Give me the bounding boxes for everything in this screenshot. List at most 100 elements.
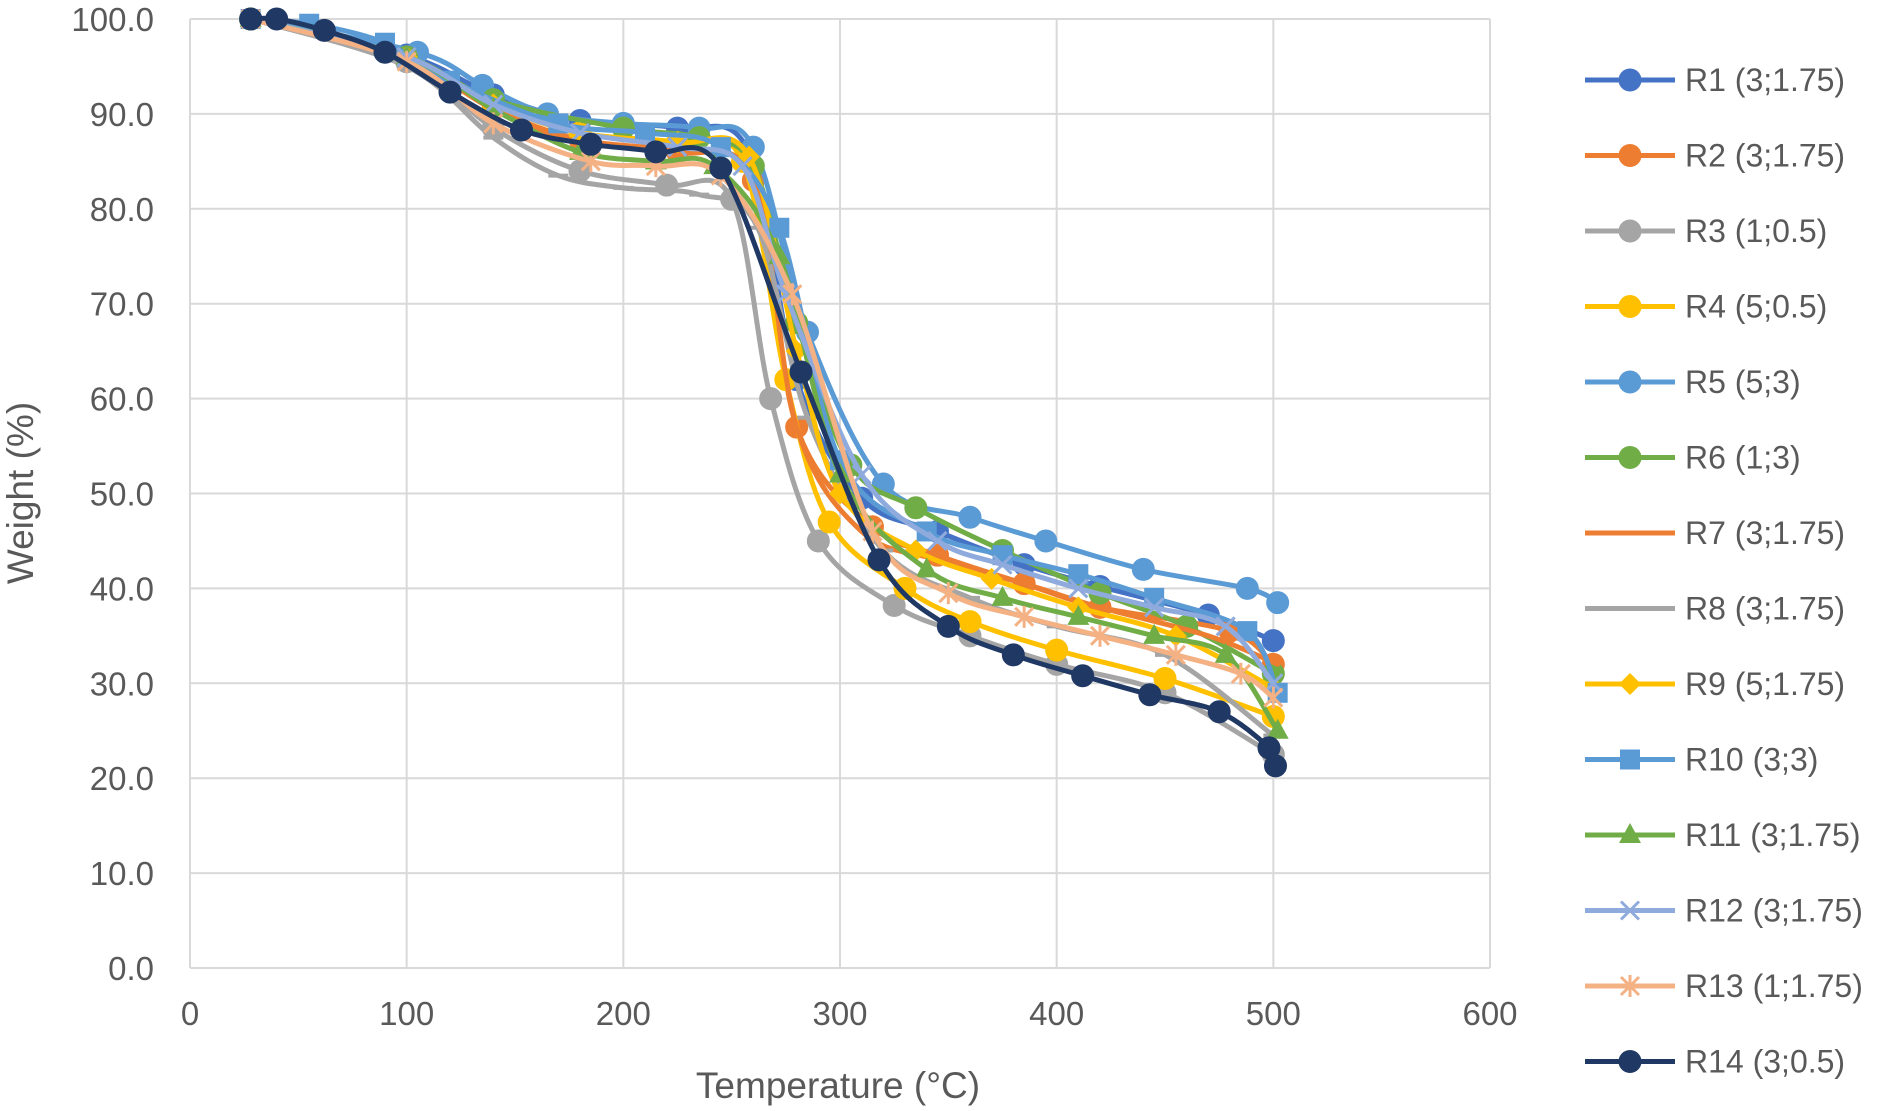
y-tick-label: 40.0 (90, 570, 154, 607)
x-tick-label: 200 (596, 995, 651, 1032)
data-point (1214, 642, 1237, 663)
axes: 0.0 10.0 20.0 30.0 40.0 50.0 60.0 70.0 80.0 90.0 1… (71, 1, 1517, 1032)
legend-marker (1618, 219, 1642, 243)
data-point (1165, 643, 1186, 666)
data-point (579, 132, 603, 156)
legend-label: R11 (3;1.75) (1685, 817, 1861, 853)
data-point (1014, 605, 1035, 628)
data-point (1068, 578, 1089, 599)
y-tick-label: 60.0 (90, 381, 154, 418)
legend-entry: R6 (1;3) (1585, 440, 1801, 476)
series-13 (240, 8, 1284, 709)
data-point (980, 567, 1003, 590)
legend-entry: R3 (1;0.5) (1585, 213, 1827, 249)
data-point (851, 464, 872, 485)
y-tick-label: 10.0 (90, 855, 154, 892)
data-point (1138, 683, 1162, 707)
data-point (1143, 623, 1166, 644)
legend-marker (1618, 144, 1642, 167)
data-point (1263, 686, 1284, 709)
data-point (936, 614, 960, 638)
legend-entry: R4 (5;0.5) (1585, 289, 1827, 325)
data-point (1045, 638, 1069, 662)
data-point (1001, 643, 1025, 667)
data-point (927, 530, 948, 552)
series-line (248, 16, 1276, 644)
legend-marker (1619, 823, 1641, 843)
legend-entry: R12 (3;1.75) (1585, 893, 1863, 929)
legend-marker (1619, 975, 1641, 997)
data-point (510, 118, 533, 142)
legend-marker (1618, 446, 1642, 469)
legend-label: R13 (1;1.75) (1685, 968, 1863, 1004)
data-point (759, 387, 783, 411)
legend-label: R7 (3;1.75) (1685, 515, 1845, 551)
data-point (483, 94, 504, 115)
data-point (789, 360, 813, 384)
x-tick-label: 300 (812, 995, 867, 1032)
legend: R1 (3;1.75) R2 (3;1.75) R3 (1;0.5) R4 (5;0.… (1585, 62, 1863, 1080)
data-point (312, 18, 336, 42)
data-point (1068, 564, 1089, 585)
legend-label: R6 (1;3) (1685, 440, 1801, 476)
series-7 (248, 16, 1281, 667)
data-point (1144, 597, 1165, 618)
legend-label: R3 (1;0.5) (1685, 213, 1827, 249)
data-point (958, 505, 982, 529)
data-point (1266, 591, 1290, 615)
data-point (1071, 664, 1095, 688)
data-point (239, 7, 263, 31)
data-point (817, 510, 841, 534)
data-point (991, 585, 1014, 606)
legend-label: R1 (3;1.75) (1685, 62, 1845, 98)
legend-label: R9 (5;1.75) (1685, 666, 1845, 702)
data-point (732, 156, 753, 177)
series-line (248, 16, 1281, 667)
legend-label: R10 (3;3) (1685, 742, 1818, 778)
legend-label: R14 (3;0.5) (1685, 1044, 1845, 1080)
data-point (644, 140, 668, 164)
x-axis-label: Temperature (°C) (696, 1065, 980, 1106)
data-point (867, 548, 891, 572)
data-point (1034, 529, 1058, 553)
series-3 (239, 7, 1285, 766)
data-point (1153, 667, 1177, 691)
series-line (248, 16, 1276, 757)
y-tick-label: 20.0 (90, 760, 154, 797)
legend-entry: R9 (5;1.75) (1585, 666, 1845, 702)
y-tick-label: 90.0 (90, 96, 154, 133)
y-tick-label: 50.0 (90, 476, 154, 513)
data-point (1215, 616, 1236, 637)
data-point (893, 576, 917, 600)
legend-marker (1618, 370, 1642, 394)
legend-marker (1618, 295, 1642, 318)
legend-marker (1620, 749, 1640, 770)
legend-entry: R10 (3;3) (1585, 742, 1818, 778)
legend-entry: R2 (3;1.75) (1585, 138, 1845, 174)
legend-entry: R5 (5;3) (1585, 364, 1801, 400)
data-point (1264, 754, 1287, 778)
legend-marker (1619, 900, 1641, 921)
x-tick-label: 600 (1462, 995, 1517, 1032)
data-point (373, 40, 397, 64)
data-point (1207, 700, 1231, 724)
y-tick-label: 70.0 (90, 286, 154, 323)
series-group (239, 7, 1290, 778)
legend-label: R2 (3;1.75) (1685, 138, 1845, 174)
data-point (1230, 662, 1251, 685)
data-point (1266, 718, 1289, 739)
legend-entry: R7 (3;1.75) (1585, 515, 1845, 551)
data-point (438, 80, 462, 104)
data-point (635, 122, 655, 143)
legend-label: R5 (5;3) (1685, 364, 1801, 400)
data-point (1067, 604, 1090, 625)
legend-marker (1618, 68, 1642, 92)
data-point (992, 554, 1013, 575)
data-point (1261, 629, 1285, 653)
y-tick-label: 30.0 (90, 665, 154, 702)
y-axis-label: Weight (%) (0, 402, 41, 584)
y-tick-label: 0.0 (108, 950, 154, 987)
data-point (1235, 576, 1259, 600)
series-line (248, 16, 1281, 606)
